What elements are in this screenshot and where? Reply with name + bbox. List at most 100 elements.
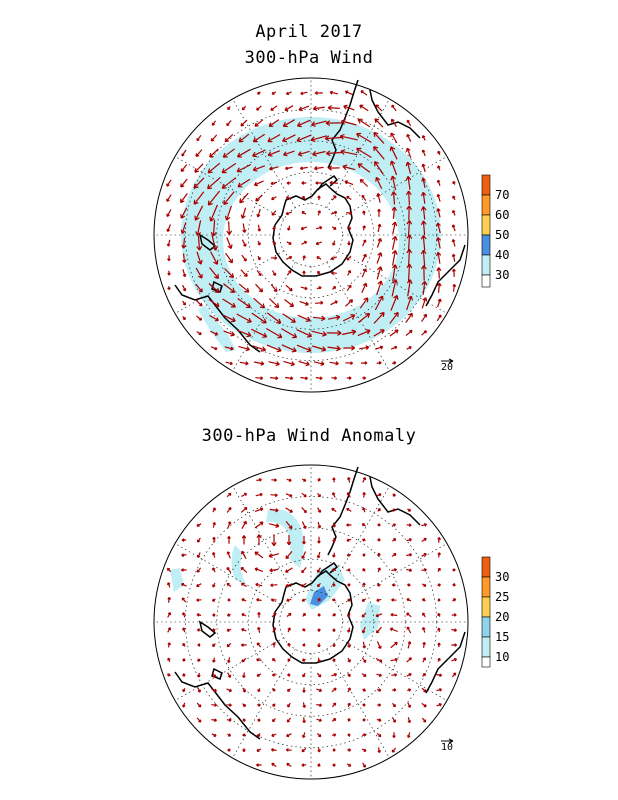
wind-vector-arrow	[301, 240, 308, 245]
wind-vector-arrow	[406, 279, 413, 297]
wind-vector-arrow	[436, 314, 442, 322]
wind-vector-arrow	[406, 133, 412, 142]
wind-vector-arrow	[271, 270, 277, 276]
wind-vector-arrow	[301, 181, 307, 185]
wind-vector-arrow	[301, 732, 306, 739]
wind-vector-arrow	[346, 284, 352, 292]
wind-vector-arrow	[451, 643, 458, 647]
wind-vector-arrow	[285, 493, 293, 498]
wind-vector-arrow	[452, 180, 456, 185]
wind-vector-arrow	[362, 476, 367, 483]
wind-vector-arrow	[211, 703, 218, 707]
wind-vector-arrow	[405, 176, 412, 190]
wind-vector-arrow	[420, 249, 427, 266]
wind-vector-arrow	[240, 269, 248, 277]
wind-vector-arrow	[286, 762, 292, 767]
wind-vector-arrow	[421, 149, 426, 157]
wind-vector-arrow	[253, 297, 266, 309]
wind-vector-arrow	[286, 733, 292, 738]
top-australia-coast	[174, 284, 261, 353]
wind-vector-arrow	[317, 521, 322, 529]
wind-vector-arrow	[437, 567, 441, 573]
wind-vector-arrow	[391, 104, 397, 112]
wind-vector-arrow	[272, 226, 276, 231]
wind-vector-arrow	[376, 673, 382, 677]
wind-vector-arrow	[421, 687, 427, 693]
longitude-line	[174, 637, 284, 701]
wind-vector-arrow	[332, 628, 336, 633]
wind-vector-arrow	[242, 703, 247, 707]
wind-vector-arrow	[167, 612, 172, 618]
wind-vector-arrow	[286, 612, 292, 617]
wind-vector-arrow	[299, 300, 309, 306]
wind-vector-arrow	[361, 657, 367, 663]
wind-vector-arrow	[272, 688, 276, 692]
wind-vector-arrow	[240, 643, 247, 647]
wind-vector-arrow	[392, 508, 396, 512]
top-colorbar-cell-30	[481, 254, 491, 276]
wind-vector-arrow	[285, 567, 293, 573]
wind-vector-arrow	[301, 551, 307, 560]
wind-vector-arrow	[361, 253, 367, 262]
wind-vector-arrow	[302, 672, 306, 678]
wind-vector-arrow	[344, 180, 354, 186]
wind-vector-arrow	[211, 235, 218, 251]
wind-vector-arrow	[339, 133, 358, 141]
wind-vector-arrow	[392, 732, 396, 739]
wind-vector-arrow	[437, 552, 441, 558]
wind-vector-arrow	[332, 522, 336, 528]
wind-vector-arrow	[212, 672, 216, 678]
wind-vector-arrow	[373, 131, 385, 144]
wind-vector-arrow	[316, 672, 322, 678]
wind-vector-arrow	[391, 583, 396, 587]
wind-vector-arrow	[376, 192, 381, 203]
top-colorbar-cell-40	[481, 234, 491, 256]
wind-vector-arrow	[356, 147, 372, 159]
wind-vector-arrow	[346, 376, 352, 380]
wind-vector-arrow	[346, 255, 352, 261]
wind-vector-arrow	[347, 687, 351, 693]
wind-vector-arrow	[407, 641, 412, 649]
bottom-reference-vector-label: 10	[441, 742, 453, 753]
wind-vector-arrow	[212, 536, 216, 543]
wind-vector-arrow	[332, 583, 336, 587]
wind-vector-arrow	[362, 733, 367, 737]
wind-vector-arrow	[298, 360, 310, 367]
wind-vector-arrow	[271, 718, 276, 723]
wind-vector-arrow	[345, 299, 354, 307]
wind-vector-arrow	[268, 361, 280, 367]
wind-vector-arrow	[256, 763, 262, 767]
wind-vector-arrow	[166, 209, 172, 218]
wind-vector-arrow	[375, 657, 383, 663]
bottom-wind-anomaly-vectors	[166, 476, 458, 768]
wind-vector-arrow	[268, 553, 280, 558]
wind-vector-arrow	[421, 280, 428, 295]
top-colorbar-cell-70plus	[481, 174, 491, 196]
wind-vector-arrow	[406, 220, 413, 236]
wind-vector-arrow	[421, 717, 427, 723]
wind-vector-arrow	[194, 163, 204, 173]
wind-vector-arrow	[436, 179, 441, 187]
wind-vector-arrow	[374, 118, 384, 128]
wind-vector-arrow	[360, 361, 368, 365]
wind-vector-arrow	[167, 657, 171, 663]
wind-vector-arrow	[347, 476, 351, 483]
wind-vector-arrow	[331, 687, 337, 693]
wind-vector-arrow	[269, 508, 279, 513]
wind-vector-arrow	[451, 613, 457, 617]
wind-vector-arrow	[315, 376, 323, 381]
wind-vector-arrow	[332, 598, 336, 602]
wind-vector-arrow	[182, 702, 186, 708]
wind-vector-arrow	[226, 221, 233, 235]
wind-vector-arrow	[271, 91, 277, 95]
wind-vector-arrow	[317, 597, 321, 602]
wind-vector-arrow	[436, 193, 441, 202]
wind-vector-arrow	[286, 598, 292, 602]
wind-vector-arrow	[193, 177, 205, 189]
longitude-line	[338, 637, 448, 701]
wind-vector-arrow	[451, 672, 457, 678]
wind-vector-arrow	[181, 149, 187, 157]
wind-vector-arrow	[390, 191, 397, 205]
wind-vector-arrow	[286, 181, 292, 185]
wind-vector-arrow	[195, 283, 203, 293]
